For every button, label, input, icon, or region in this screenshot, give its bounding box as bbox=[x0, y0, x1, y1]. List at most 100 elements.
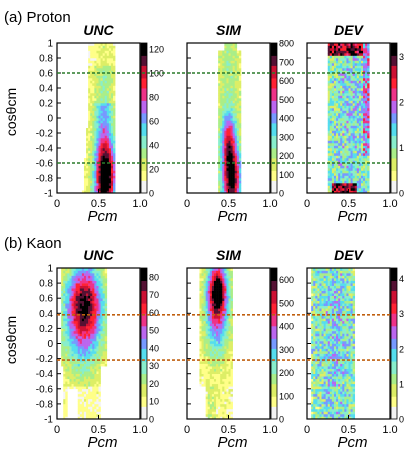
heatmap-cell bbox=[234, 85, 238, 89]
heatmap-cell bbox=[367, 45, 370, 49]
heatmap-cell bbox=[209, 323, 213, 327]
heatmap-cell bbox=[360, 83, 364, 86]
heatmap-cell bbox=[90, 148, 93, 151]
heatmap-cell bbox=[211, 381, 215, 385]
heatmap-cell bbox=[354, 90, 358, 94]
heatmap-cell bbox=[350, 68, 353, 71]
heatmap-cell bbox=[230, 145, 233, 149]
heatmap-cell bbox=[205, 363, 209, 367]
heatmap-cell bbox=[336, 145, 339, 149]
heatmap-cell bbox=[203, 363, 206, 367]
heatmap-cell bbox=[86, 351, 89, 354]
heatmap-cell bbox=[104, 95, 108, 99]
heatmap-cell bbox=[333, 140, 337, 144]
heatmap-cell bbox=[94, 333, 97, 337]
heatmap-cell bbox=[199, 318, 202, 322]
heatmap-cell bbox=[327, 88, 331, 91]
heatmap-cell bbox=[218, 391, 221, 395]
heatmap-cell bbox=[340, 123, 343, 126]
heatmap-cell bbox=[92, 100, 95, 104]
heatmap-cell bbox=[238, 60, 242, 64]
colorbar-segment bbox=[271, 85, 277, 89]
heatmap-cell bbox=[211, 393, 215, 397]
heatmap-cell bbox=[329, 45, 333, 49]
heatmap-cell bbox=[98, 90, 101, 94]
heatmap-cell bbox=[94, 50, 97, 54]
heatmap-cell bbox=[106, 88, 110, 91]
heatmap-cell bbox=[77, 353, 81, 357]
heatmap-cell bbox=[106, 173, 110, 176]
heatmap-cell bbox=[224, 105, 227, 109]
heatmap-cell bbox=[346, 103, 349, 106]
heatmap-cell bbox=[224, 408, 227, 412]
heatmap-cell bbox=[100, 135, 103, 139]
heatmap-cell bbox=[106, 60, 110, 64]
heatmap-cell bbox=[83, 408, 87, 412]
heatmap-cell bbox=[220, 68, 223, 71]
heatmap-cell bbox=[75, 295, 79, 299]
heatmap-cell bbox=[104, 120, 108, 124]
heatmap-cell bbox=[106, 175, 110, 179]
heatmap-cell bbox=[110, 160, 114, 164]
heatmap-cell bbox=[86, 368, 89, 372]
heatmap-cell bbox=[86, 138, 89, 141]
heatmap-cell bbox=[220, 58, 223, 61]
heatmap-cell bbox=[232, 163, 236, 166]
heatmap-cell bbox=[81, 348, 85, 352]
heatmap-cell bbox=[220, 80, 223, 84]
heatmap-cell bbox=[88, 288, 91, 291]
heatmap-cell bbox=[86, 158, 89, 161]
heatmap-cell bbox=[90, 190, 93, 194]
heatmap-cell bbox=[104, 313, 108, 317]
heatmap-cell bbox=[110, 140, 114, 144]
heatmap-cell bbox=[100, 68, 103, 71]
heatmap-cell bbox=[358, 83, 362, 86]
heatmap-cell bbox=[65, 416, 68, 420]
heatmap-cell bbox=[336, 135, 339, 139]
heatmap-cell bbox=[220, 371, 223, 374]
heatmap-cell bbox=[102, 170, 106, 174]
heatmap-cell bbox=[220, 315, 223, 319]
heatmap-cell bbox=[331, 68, 335, 71]
heatmap-cell bbox=[234, 133, 238, 136]
heatmap-cell bbox=[209, 273, 213, 276]
heatmap-cell bbox=[94, 366, 97, 369]
heatmap-cell bbox=[96, 83, 99, 86]
heatmap-cell bbox=[86, 318, 89, 322]
heatmap-cell bbox=[65, 348, 68, 352]
heatmap-cell bbox=[329, 173, 333, 176]
heatmap-cell bbox=[83, 366, 87, 369]
heatmap-cell bbox=[327, 55, 331, 59]
heatmap-cell bbox=[327, 165, 331, 169]
heatmap-cell bbox=[61, 318, 64, 322]
heatmap-cell bbox=[228, 118, 231, 121]
heatmap-cell bbox=[336, 158, 339, 161]
heatmap-cell bbox=[338, 120, 341, 124]
heatmap-cell bbox=[98, 391, 101, 395]
heatmap-cell bbox=[348, 130, 351, 134]
heatmap-cell bbox=[365, 178, 368, 181]
heatmap-cell bbox=[333, 50, 337, 54]
heatmap-cell bbox=[342, 83, 345, 86]
heatmap-cell bbox=[100, 278, 103, 281]
heatmap-cell bbox=[218, 100, 221, 104]
heatmap-cell bbox=[329, 73, 333, 76]
heatmap-cell bbox=[199, 330, 202, 334]
heatmap-cell bbox=[358, 120, 362, 124]
heatmap-cell bbox=[360, 125, 364, 129]
heatmap-cell bbox=[98, 148, 101, 151]
heatmap-cell bbox=[338, 73, 341, 76]
heatmap-cell bbox=[336, 90, 339, 94]
heatmap-cell bbox=[61, 270, 64, 274]
heatmap-cell bbox=[226, 175, 229, 179]
heatmap-cell bbox=[104, 70, 108, 74]
heatmap-cell bbox=[226, 115, 229, 119]
colorbar-segment bbox=[391, 123, 397, 126]
heatmap-cell bbox=[333, 78, 337, 81]
heatmap-cell bbox=[352, 48, 356, 51]
heatmap-cell bbox=[203, 376, 206, 380]
heatmap-cell bbox=[92, 403, 95, 407]
colorbar-segment bbox=[141, 83, 147, 86]
heatmap-cell bbox=[94, 178, 97, 181]
heatmap-cell bbox=[352, 60, 356, 64]
